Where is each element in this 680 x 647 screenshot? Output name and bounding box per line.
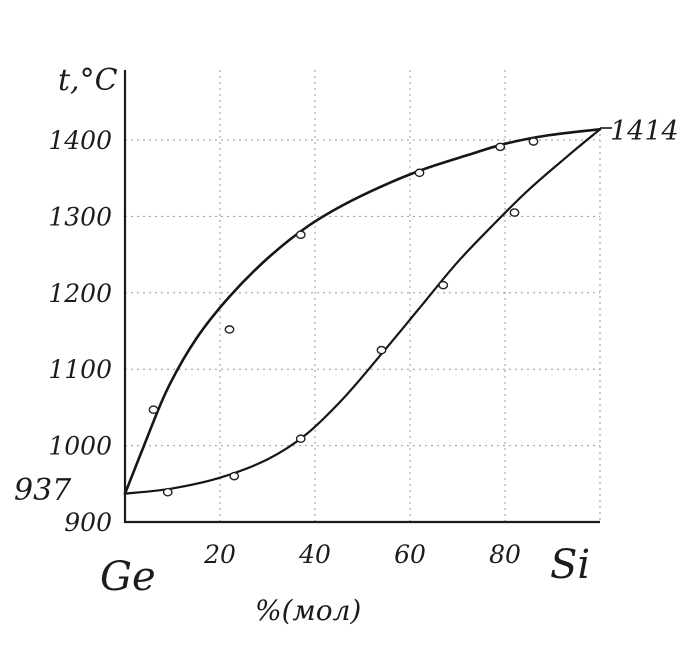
plot-frame	[123, 70, 600, 524]
liquidus-point-5	[528, 137, 539, 146]
x-tick-label-2: 60	[394, 540, 426, 569]
solidus-point-5	[509, 208, 520, 217]
liquidus-point-1	[224, 325, 235, 334]
tick-labels: 20 40 60 80 900 1000 1100 1200 1300 1400	[48, 126, 521, 569]
solidus-curve	[123, 128, 602, 495]
y-tick-label-0: 900	[64, 508, 112, 537]
liquidus-curve	[123, 128, 602, 495]
grid	[125, 70, 601, 522]
liquidus-point-0	[148, 405, 159, 414]
liquidus-point-2	[295, 230, 306, 240]
solidus-point-3	[376, 345, 387, 355]
y-tick-label-1: 1000	[48, 432, 112, 461]
solidus-point-1	[229, 471, 240, 481]
y-tick-label-3: 1200	[48, 279, 112, 308]
x-tick-label-3: 80	[489, 540, 521, 569]
axes	[123, 70, 600, 524]
solidus-point-4	[438, 280, 449, 290]
x-tick-label-0: 20	[203, 540, 236, 569]
data-points	[148, 137, 539, 497]
solidus-point-0	[162, 487, 173, 497]
y-axis-title: t,°C	[58, 63, 118, 98]
curves	[123, 128, 602, 495]
x-axis-title: %(мол)	[255, 594, 361, 627]
liquidus-point-4	[495, 142, 506, 152]
y-tick-label-2: 1100	[48, 355, 112, 384]
x-tick-label-1: 40	[298, 540, 331, 569]
right-endpoint-label: Si	[550, 542, 590, 588]
melting-point-si-label: 1414	[610, 116, 679, 147]
solidus-point-2	[295, 434, 306, 444]
y-tick-label-5: 1400	[48, 126, 112, 155]
liquidus-point-3	[414, 168, 425, 178]
y-tick-label-4: 1300	[48, 202, 112, 231]
melting-point-ge-label: 937	[14, 473, 72, 508]
left-endpoint-label: Ge	[100, 554, 156, 600]
